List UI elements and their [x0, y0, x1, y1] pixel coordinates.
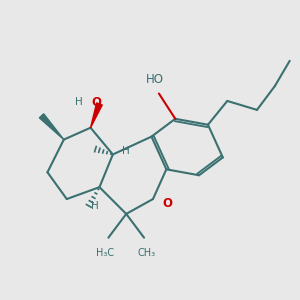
Polygon shape [39, 114, 64, 140]
Polygon shape [91, 103, 102, 128]
Text: O: O [92, 96, 101, 109]
Text: H₃C: H₃C [96, 248, 115, 258]
Text: H: H [122, 146, 130, 157]
Text: CH₃: CH₃ [138, 248, 156, 258]
Text: O: O [162, 197, 172, 210]
Text: HO: HO [146, 73, 164, 86]
Text: H: H [75, 98, 83, 107]
Text: H: H [91, 200, 99, 211]
